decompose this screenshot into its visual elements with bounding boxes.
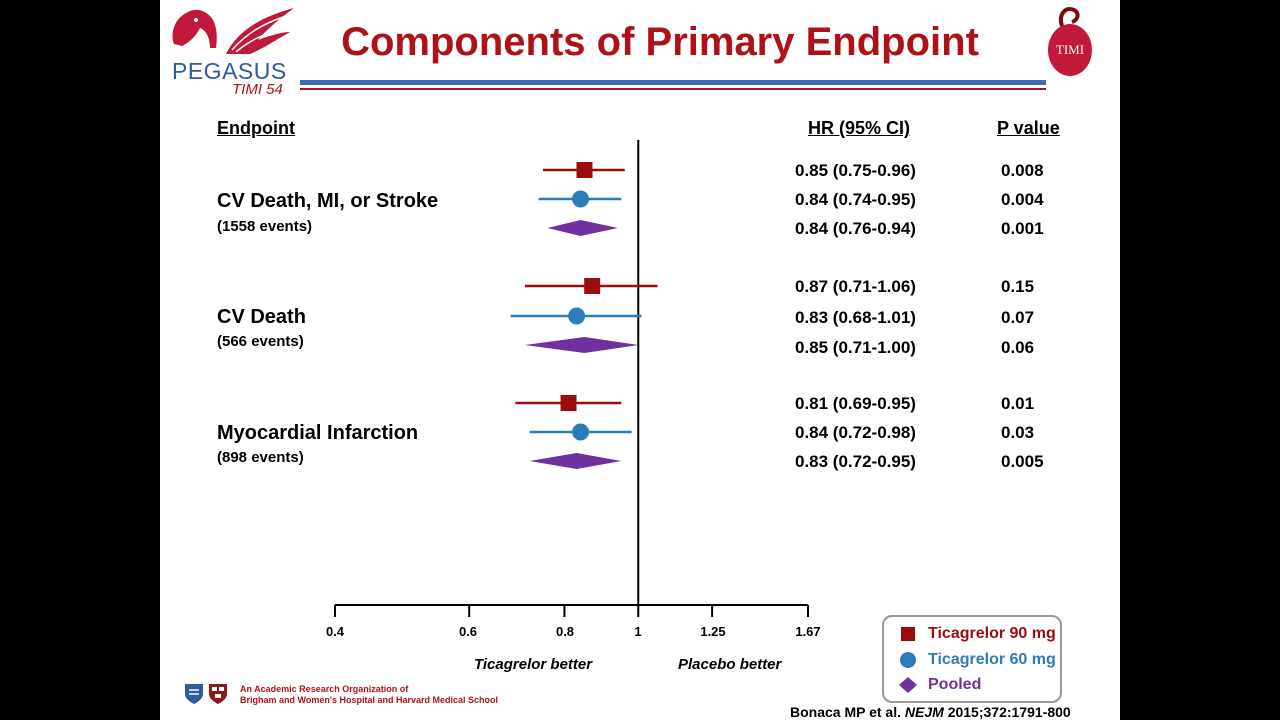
p-value: 0.03	[1001, 423, 1035, 442]
favor-right-label: Placebo better	[678, 656, 782, 673]
p-value: 0.008	[1001, 161, 1044, 180]
pegasus-logo-name: PEGASUS	[172, 58, 287, 84]
square-marker-icon	[901, 627, 915, 641]
x-tick-label: 0.4	[325, 624, 345, 639]
legend-item: Pooled	[894, 676, 981, 694]
x-tick-label: 0.6	[458, 624, 478, 639]
hr-value: 0.84 (0.72-0.98)	[795, 423, 916, 442]
citation-ref: 2015;372:1791-800	[947, 704, 1071, 720]
hr-value: 0.85 (0.75-0.96)	[795, 161, 916, 180]
legend-label: Pooled	[928, 676, 982, 693]
endpoint-name: CV Death	[217, 306, 306, 328]
endpoint-events: (1558 events)	[217, 218, 313, 235]
diamond-marker-icon	[899, 677, 917, 693]
hr-value: 0.85 (0.71-1.00)	[795, 338, 916, 357]
x-tick-label: 0.8	[555, 624, 575, 639]
x-tick-label: 1.25	[700, 624, 726, 639]
title-rule-red	[300, 88, 1046, 90]
endpoint-events: (898 events)	[217, 449, 304, 466]
hr-value: 0.83 (0.72-0.95)	[795, 452, 916, 471]
slide: PEGASUS TIMI 54 Components of Primary En…	[160, 0, 1120, 720]
pegasus-horse-icon	[172, 8, 294, 54]
endpoint-name: Myocardial Infarction	[217, 422, 419, 444]
hr-square-marker	[584, 278, 601, 294]
p-value-header: P value	[997, 118, 1060, 138]
p-value: 0.004	[1001, 190, 1044, 209]
org-line: Brigham and Women's Hospital and Harvard…	[240, 695, 499, 705]
hr-value: 0.87 (0.71-1.06)	[795, 277, 916, 296]
pegasus-logo-sub: TIMI 54	[232, 81, 283, 98]
hr-value: 0.84 (0.74-0.95)	[795, 190, 916, 209]
harvard-shield-icon	[209, 684, 227, 704]
org-caption: An Academic Research Organization of Bri…	[240, 684, 498, 706]
timi-logo-text: TIMI	[1056, 42, 1084, 57]
slide-title: Components of Primary Endpoint	[341, 20, 979, 64]
endpoint-header: Endpoint	[217, 118, 295, 138]
favor-left-label: Ticagrelor better	[474, 656, 593, 673]
hr-value: 0.84 (0.76-0.94)	[795, 219, 916, 238]
legend-item: Ticagrelor 90 mg	[894, 625, 1056, 643]
citation-journal: NEJM	[904, 704, 944, 720]
hr-header: HR (95% CI)	[808, 118, 911, 138]
hr-value: 0.83 (0.68-1.01)	[795, 308, 916, 327]
p-value: 0.001	[1001, 219, 1044, 238]
p-value: 0.01	[1001, 394, 1035, 413]
title-rule-blue	[300, 80, 1046, 85]
legend-item: Ticagrelor 60 mg	[894, 651, 1056, 669]
x-tick-label: 1	[634, 624, 642, 639]
circle-marker-icon	[900, 652, 916, 668]
citation-authors: Bonaca MP et al.	[790, 704, 902, 720]
pooled-diamond	[529, 453, 622, 469]
p-value: 0.15	[1001, 277, 1035, 296]
pooled-diamond	[524, 337, 639, 353]
timi-logo-icon: TIMI	[1048, 7, 1092, 76]
hr-circle-marker	[572, 190, 590, 208]
hr-square-marker	[560, 395, 577, 411]
legend-label: Ticagrelor 90 mg	[928, 625, 1056, 642]
hr-circle-marker	[572, 423, 590, 441]
forest-plot	[334, 140, 809, 617]
pooled-diamond	[547, 220, 618, 236]
shield-icon	[185, 684, 203, 704]
hr-square-marker	[576, 162, 593, 178]
hr-value: 0.81 (0.69-0.95)	[795, 394, 916, 413]
endpoint-events: (566 events)	[217, 333, 304, 350]
p-value: 0.07	[1001, 308, 1035, 327]
org-line: An Academic Research Organization of	[240, 684, 409, 694]
hr-circle-marker	[568, 307, 586, 325]
citation: Bonaca MP et al. NEJM 2015;372:1791-800	[790, 704, 1071, 720]
x-tick-label: 1.67	[795, 624, 821, 639]
legend-label: Ticagrelor 60 mg	[928, 651, 1056, 668]
p-value: 0.005	[1001, 452, 1044, 471]
endpoint-name: CV Death, MI, or Stroke	[217, 190, 439, 212]
p-value: 0.06	[1001, 338, 1035, 357]
legend: Ticagrelor 90 mg Ticagrelor 60 mg Pooled	[882, 615, 1062, 703]
